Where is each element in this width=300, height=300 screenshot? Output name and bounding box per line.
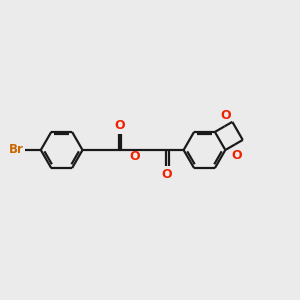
Text: O: O [114, 118, 124, 132]
Text: O: O [231, 149, 242, 162]
Text: O: O [130, 151, 140, 164]
Text: O: O [161, 168, 172, 182]
Text: O: O [220, 109, 231, 122]
Text: Br: Br [9, 143, 24, 157]
